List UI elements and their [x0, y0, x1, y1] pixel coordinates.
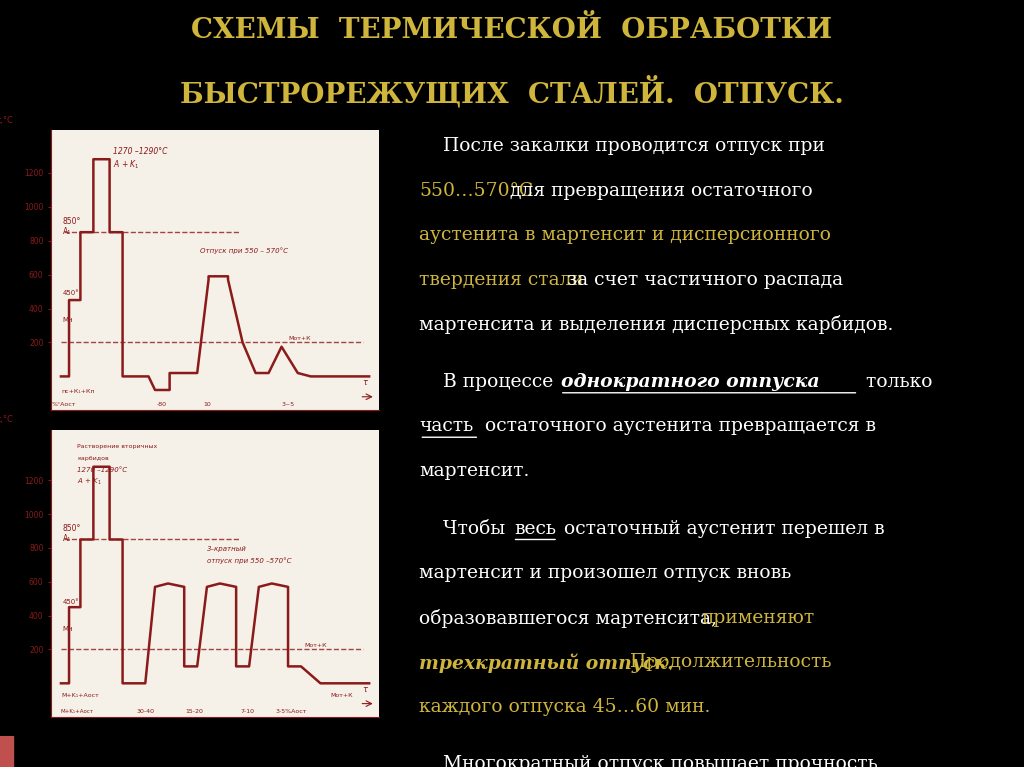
- Text: M+K₁+Aост: M+K₁+Aост: [61, 709, 94, 714]
- Text: трехкратный отпуск.: трехкратный отпуск.: [420, 653, 674, 673]
- Text: τ: τ: [362, 378, 368, 387]
- Text: Отпуск при 550 – 570°C: Отпуск при 550 – 570°C: [201, 247, 289, 254]
- Text: 850°: 850°: [62, 524, 81, 533]
- Text: Многократный отпуск повышает прочность
быстрорежущей стали и снимает напряжения,: Многократный отпуск повышает прочность б…: [420, 755, 886, 767]
- Text: M+K₁+Aост: M+K₁+Aост: [61, 693, 98, 698]
- Text: После закалки проводится отпуск при: После закалки проводится отпуск при: [420, 137, 825, 156]
- Text: -80: -80: [157, 402, 167, 407]
- Text: мартенсит.: мартенсит.: [420, 462, 529, 480]
- Text: карбидов: карбидов: [77, 456, 109, 461]
- Text: каждого отпуска 45…60 мин.: каждого отпуска 45…60 мин.: [420, 697, 711, 716]
- Text: образовавшегося мартенсита,: образовавшегося мартенсита,: [420, 609, 723, 627]
- Text: 1270 –1290°C: 1270 –1290°C: [77, 467, 127, 472]
- Text: Мот+К: Мот+К: [304, 643, 327, 648]
- Text: 450°: 450°: [62, 599, 79, 605]
- Text: 1270 –1290°C: 1270 –1290°C: [113, 147, 167, 156]
- Text: 3–кратный: 3–кратный: [207, 546, 247, 552]
- Text: 3~5: 3~5: [282, 402, 295, 407]
- Text: В процессе: В процессе: [420, 373, 560, 391]
- Text: применяют: применяют: [701, 609, 815, 627]
- Text: твердения стали: твердения стали: [420, 271, 590, 288]
- Text: отпуск при 550 –570°C: отпуск при 550 –570°C: [207, 558, 292, 565]
- Text: 850°: 850°: [62, 217, 81, 225]
- Text: A₁: A₁: [62, 227, 71, 236]
- Text: для превращения остаточного: для превращения остаточного: [505, 182, 813, 200]
- Text: Mн: Mн: [62, 626, 73, 632]
- Text: A + K$_1$: A + K$_1$: [113, 159, 139, 171]
- Text: A + K$_1$: A + K$_1$: [77, 476, 102, 487]
- Text: Чтобы: Чтобы: [420, 520, 512, 538]
- Text: %°Аост: %°Аост: [52, 402, 77, 407]
- Text: 30-40: 30-40: [136, 709, 155, 714]
- Text: 15-20: 15-20: [185, 709, 203, 714]
- Text: аустенита в мартенсит и дисперсионного: аустенита в мартенсит и дисперсионного: [420, 226, 831, 245]
- Text: 7-10: 7-10: [241, 709, 255, 714]
- Y-axis label: t,°C: t,°C: [0, 415, 13, 423]
- Text: Продолжительность: Продолжительность: [624, 653, 831, 671]
- Text: A₁: A₁: [62, 534, 71, 543]
- Text: 550…570°С: 550…570°С: [420, 182, 534, 200]
- Text: Растворение вторичных: Растворение вторичных: [77, 444, 158, 449]
- Text: мартенсит и произошел отпуск вновь: мартенсит и произошел отпуск вновь: [420, 565, 792, 582]
- Text: Мот+К: Мот+К: [288, 336, 310, 341]
- Y-axis label: t,°C: t,°C: [0, 116, 13, 125]
- Text: пс+К₁+Кп: пс+К₁+Кп: [61, 390, 94, 394]
- Text: весь: весь: [514, 520, 556, 538]
- Text: за счет частичного распада: за счет частичного распада: [567, 271, 844, 288]
- Text: Мот+К: Мот+К: [330, 693, 352, 698]
- Text: однократного отпуска: однократного отпуска: [561, 373, 820, 391]
- Bar: [0, 736, 13, 767]
- Text: СХЕМЫ  ТЕРМИЧЕСКОЙ  ОБРАБОТКИ: СХЕМЫ ТЕРМИЧЕСКОЙ ОБРАБОТКИ: [191, 15, 833, 44]
- Text: БЫСТРОРЕЖУЩИХ  СТАЛЕЙ.  ОТПУСК.: БЫСТРОРЕЖУЩИХ СТАЛЕЙ. ОТПУСК.: [180, 77, 844, 109]
- Text: мартенсита и выделения дисперсных карбидов.: мартенсита и выделения дисперсных карбид…: [420, 315, 894, 334]
- Text: только: только: [860, 373, 933, 391]
- Text: остаточный аустенит перешел в: остаточный аустенит перешел в: [558, 520, 885, 538]
- Text: 450°: 450°: [62, 290, 79, 296]
- Text: часть: часть: [420, 417, 474, 436]
- Text: остаточного аустенита превращается в: остаточного аустенита превращается в: [479, 417, 877, 436]
- Text: τ: τ: [362, 685, 368, 694]
- Text: Mн: Mн: [62, 317, 73, 323]
- Text: 3-5%Аост: 3-5%Аост: [275, 709, 307, 714]
- Text: 10: 10: [203, 402, 211, 407]
